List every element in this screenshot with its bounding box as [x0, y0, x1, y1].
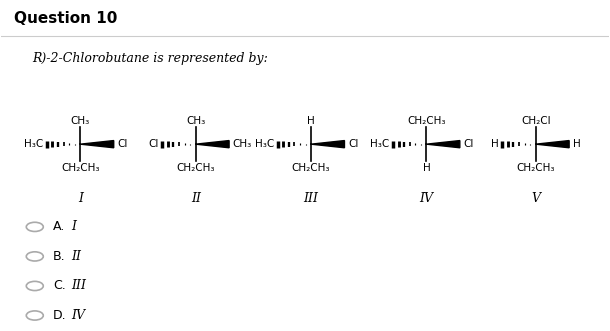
Text: H₃C: H₃C [24, 139, 43, 149]
Text: C.: C. [53, 279, 66, 293]
Text: Cl: Cl [464, 139, 474, 149]
Text: H: H [307, 116, 315, 126]
Text: IV: IV [71, 309, 85, 322]
Text: I: I [78, 192, 83, 206]
Text: II: II [191, 192, 201, 206]
Text: H: H [491, 139, 499, 149]
Text: D.: D. [53, 309, 66, 322]
Text: V: V [531, 192, 540, 206]
Text: CH₂CH₃: CH₂CH₃ [517, 163, 555, 172]
Text: I: I [71, 220, 76, 233]
Text: H₃C: H₃C [255, 139, 274, 149]
Text: H₃C: H₃C [370, 139, 389, 149]
Polygon shape [196, 141, 229, 148]
Text: A.: A. [53, 220, 65, 233]
Text: IV: IV [420, 192, 434, 206]
Text: H: H [423, 163, 430, 172]
Text: CH₂Cl: CH₂Cl [521, 116, 551, 126]
Text: Question 10: Question 10 [13, 11, 117, 26]
Text: Cl: Cl [348, 139, 359, 149]
Text: H: H [573, 139, 581, 149]
Polygon shape [311, 141, 345, 148]
Polygon shape [81, 141, 113, 148]
Text: II: II [71, 250, 81, 263]
Polygon shape [426, 141, 460, 148]
Text: Cl: Cl [117, 139, 127, 149]
Text: III: III [71, 279, 86, 293]
Text: CH₂CH₃: CH₂CH₃ [407, 116, 446, 126]
Text: CH₂CH₃: CH₂CH₃ [292, 163, 331, 172]
Text: CH₃: CH₃ [186, 116, 206, 126]
Text: III: III [304, 192, 318, 206]
Text: R)-2-Chlorobutane is represented by:: R)-2-Chlorobutane is represented by: [32, 52, 268, 65]
Text: B.: B. [53, 250, 66, 263]
Text: Cl: Cl [148, 139, 159, 149]
Text: CH₃: CH₃ [71, 116, 90, 126]
Polygon shape [536, 141, 569, 148]
Text: CH₂CH₃: CH₂CH₃ [176, 163, 215, 172]
Text: CH₂CH₃: CH₂CH₃ [61, 163, 99, 172]
Text: CH₃: CH₃ [233, 139, 252, 149]
